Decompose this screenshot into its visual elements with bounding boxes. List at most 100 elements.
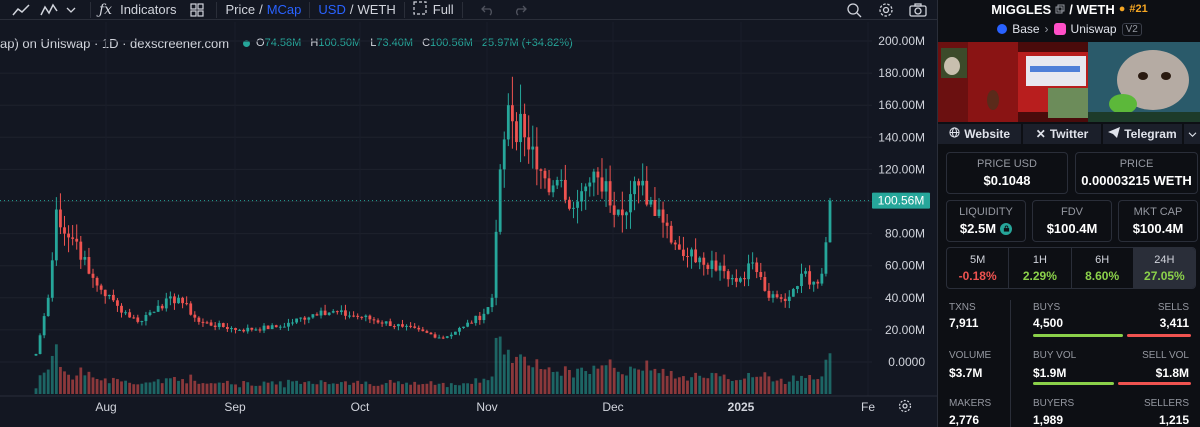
volume-bar [173,376,176,394]
volume-bar [217,382,221,394]
layout-grid-icon[interactable] [186,0,208,20]
website-link[interactable]: Website [938,124,1022,144]
volume-bar [804,378,807,394]
toolbar-divider [403,1,405,18]
candle-body [820,273,824,284]
price-usd-card: PRICE USD $0.1048 [946,152,1068,194]
tf-1h[interactable]: 1H 2.29% [1009,248,1072,288]
tf-label: 5M [969,253,986,266]
volume-bar [739,379,742,394]
candle-body [344,310,347,316]
candle-body [445,336,449,338]
volume-bar [230,384,233,394]
volume-bar [95,378,99,394]
candle-body [706,264,710,269]
tf-label: 1H [1032,253,1047,266]
redo-icon[interactable] [509,0,531,20]
candle-body [164,298,168,309]
price-mcap-toggle[interactable]: Price / MCap [225,0,301,20]
volume-bar [800,375,803,394]
volume-bar [136,384,140,394]
volume-bar [702,377,706,394]
candle-body [506,105,510,140]
mcap-option[interactable]: MCap [266,2,302,17]
candle-body [568,199,571,209]
volume-bar [319,380,323,394]
price-value: 0.00003215 WETH [1081,173,1192,188]
chevron-down-icon[interactable] [60,0,82,20]
more-links-button[interactable] [1184,124,1200,144]
volume-bar [221,382,225,394]
candle-body [287,322,290,327]
volume-bar [572,377,575,394]
candle-body [124,312,127,314]
volume-bar [339,382,343,394]
weth-option[interactable]: WETH [357,2,396,17]
volume-bar [295,380,298,394]
trending-rank[interactable]: #21 [1129,3,1148,15]
y-axis-tick-label: 0.0000 [888,355,925,369]
usd-option[interactable]: USD [318,2,346,17]
candles-icon[interactable] [38,0,60,20]
candle-body [604,181,608,192]
volume-bar [405,382,408,394]
volume-bar [751,377,755,394]
price-chart[interactable]: 200.00M180.00M160.00M140.00M120.00M100.0… [0,22,937,427]
candle-body [690,249,693,257]
currency-toggle[interactable]: USD / WETH [318,0,395,20]
volume-bar [763,372,767,394]
dex-name[interactable]: Uniswap [1070,22,1117,36]
candle-body [388,321,392,327]
candle-body [714,260,718,271]
volume-bar [555,371,559,394]
fullscreen-icon [413,1,427,18]
tf-5m[interactable]: 5M -0.18% [947,248,1010,288]
volume-bar [490,376,494,394]
candle-body [600,177,604,192]
line-chart-icon[interactable] [10,0,32,20]
version-badge: V2 [1121,22,1142,36]
indicators-label: Indicators [120,2,177,17]
candle-body [181,297,184,304]
candle-body [368,315,372,320]
copy-icon[interactable] [1055,2,1065,17]
candle-body [87,257,91,274]
tf-24h[interactable]: 24H 27.05% [1133,248,1195,288]
open-value: 74.58M [264,37,302,49]
candle-body [743,278,746,280]
indicators-button[interactable]: ƒx Indicators [99,0,176,20]
volume-bar [254,385,258,394]
chain-name[interactable]: Base [1012,22,1040,36]
sellers-value: 1,215 [1158,413,1189,427]
volume-bar [506,349,510,394]
telegram-label: Telegram [1124,127,1177,141]
telegram-link[interactable]: Telegram [1102,124,1183,144]
undo-icon[interactable] [477,0,499,20]
fullscreen-button[interactable]: Full [413,0,454,20]
screenshot-search-icon[interactable] [843,0,865,20]
gear-icon[interactable] [875,0,897,20]
candle-body [396,324,400,327]
camera-icon[interactable] [907,0,929,20]
candle-body [527,137,531,150]
volume-bar [242,381,246,394]
volume-bar [698,375,702,394]
candle-body [747,263,750,280]
candle-body [71,237,75,239]
base-chain-icon [997,24,1008,34]
volume-bar [543,369,547,394]
volume-bar [433,384,437,394]
volume-bar [645,360,649,394]
volume-bar [311,383,315,394]
axis-settings-icon[interactable] [898,399,912,413]
price-option[interactable]: Price [225,2,256,17]
candle-body [653,200,657,216]
candle-body [291,322,294,324]
volume-bar [633,368,636,394]
volume-bar [580,367,584,394]
candle-body [384,321,388,324]
candle-body [177,297,180,304]
twitter-link[interactable]: ✕ Twitter [1023,124,1101,144]
lock-icon[interactable] [1000,222,1013,235]
tf-6h[interactable]: 6H 8.60% [1072,248,1134,288]
